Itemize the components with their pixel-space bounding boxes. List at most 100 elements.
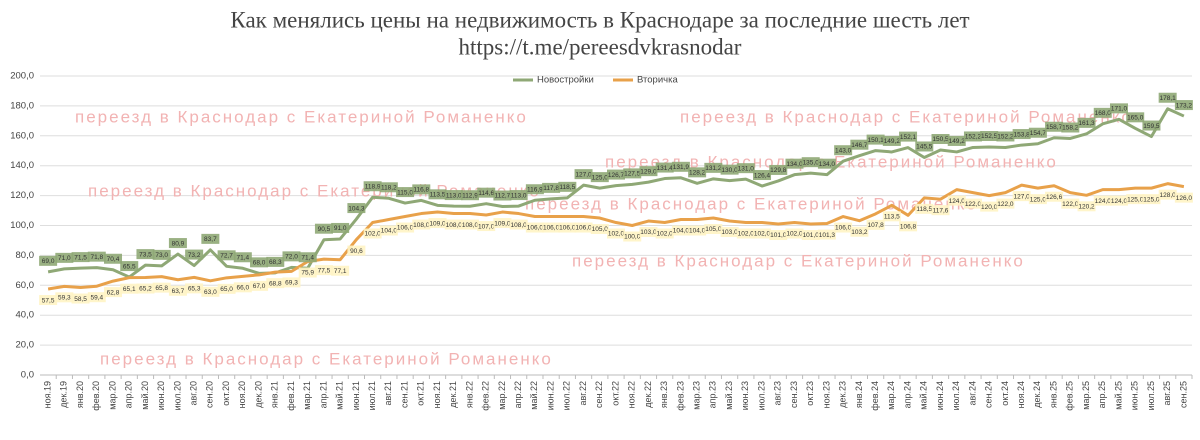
data-label: 118,5 — [559, 184, 575, 191]
x-tick-label: июн.23 — [740, 381, 750, 410]
data-label: 122,0 — [997, 201, 1014, 208]
data-label-box — [363, 228, 382, 239]
x-tick-label: дек.20 — [253, 381, 263, 408]
data-label-box — [1174, 100, 1193, 111]
data-label: 124,0 — [1111, 198, 1128, 205]
data-label-box — [866, 219, 885, 230]
x-tick-label: авг.22 — [578, 381, 588, 405]
data-label-box — [915, 141, 934, 152]
data-label-box — [542, 222, 561, 233]
x-tick-label: июл.21 — [367, 381, 377, 410]
data-label-box — [55, 252, 74, 263]
data-label: 102,0 — [364, 231, 381, 238]
data-label: 158,7 — [1046, 124, 1063, 131]
data-label: 127,0 — [575, 171, 592, 178]
data-label-box — [282, 251, 301, 262]
x-tick-label: апр.24 — [902, 381, 912, 408]
data-label-box — [152, 282, 171, 293]
data-label-box — [1045, 191, 1064, 202]
data-label-box — [266, 278, 285, 289]
data-label-box — [834, 222, 853, 233]
x-tick-label: май.21 — [335, 381, 345, 410]
x-tick-label: май.22 — [529, 381, 539, 410]
x-tick-label: ноя.23 — [821, 381, 831, 408]
data-label-box — [558, 222, 577, 233]
grid — [40, 75, 1192, 376]
data-label-box — [379, 225, 398, 236]
data-label: 80,9 — [172, 240, 185, 247]
data-label-box — [801, 230, 820, 241]
data-label: 106,8 — [900, 224, 917, 231]
data-label-box — [250, 257, 269, 268]
x-tick-label: фев.24 — [870, 381, 880, 411]
data-label-box — [574, 169, 593, 180]
data-label-box — [817, 158, 836, 169]
data-label: 158,2 — [1062, 125, 1079, 132]
data-label: 103,2 — [851, 229, 868, 236]
data-label: 128,0 — [1160, 192, 1177, 199]
data-label-box — [996, 198, 1015, 209]
data-label: 71,4 — [236, 254, 249, 261]
watermark: переезд в Краснодар с Екатериной Романен… — [100, 349, 553, 368]
data-label-box — [704, 162, 723, 173]
x-tick-label: фев.22 — [481, 381, 491, 411]
data-label-box — [460, 190, 479, 201]
data-label-box — [882, 135, 901, 146]
y-tick-label: 200,0 — [10, 71, 34, 82]
data-label: 113,0 — [446, 192, 462, 199]
x-tick-label: фев.20 — [91, 381, 101, 411]
data-label-box — [266, 256, 285, 267]
data-label: 118,5 — [916, 206, 932, 213]
data-label: 120,2 — [1078, 204, 1095, 211]
data-label-box — [39, 295, 58, 306]
x-tick-label: апр.22 — [513, 381, 523, 408]
data-label-box — [866, 134, 885, 145]
data-label-box — [298, 252, 317, 263]
data-label: 108,0 — [462, 222, 479, 229]
data-label: 90,5 — [318, 226, 331, 233]
x-tick-label: июн.21 — [351, 381, 361, 410]
data-label-box — [412, 219, 431, 230]
data-label: 171,0 — [1111, 106, 1128, 113]
data-label-box — [120, 261, 139, 272]
data-label-box — [720, 164, 739, 175]
data-label-box — [525, 184, 544, 195]
data-label: 70,4 — [107, 256, 120, 263]
data-label: 108,0 — [413, 222, 430, 229]
data-label: 102,0 — [738, 231, 755, 238]
chart-subtitle: https://t.me/pereesdvkrasnodar — [459, 34, 742, 59]
data-label-box — [314, 265, 333, 276]
data-label-box — [1012, 129, 1031, 140]
data-label-box — [1109, 195, 1128, 206]
data-label-box — [509, 219, 528, 230]
data-label-box — [120, 283, 139, 294]
data-label-box — [87, 251, 106, 262]
data-label-box — [71, 252, 90, 263]
x-tick-label: фев.21 — [286, 381, 296, 411]
x-tick-label: ноя.21 — [432, 381, 442, 408]
data-label-box — [477, 221, 496, 232]
data-label-box — [233, 282, 252, 293]
data-label-box — [769, 164, 788, 175]
data-label-box — [444, 219, 463, 230]
data-label: 103,0 — [640, 229, 657, 236]
data-label-box — [87, 292, 106, 303]
data-label: 115,0 — [397, 189, 413, 196]
data-label-box — [947, 195, 966, 206]
data-label: 63,7 — [172, 288, 185, 295]
data-label: 67,0 — [253, 283, 266, 290]
data-label: 105,0 — [592, 226, 609, 233]
data-label-box — [899, 131, 918, 142]
data-label: 131,2 — [705, 165, 722, 172]
data-label-box — [801, 157, 820, 168]
data-label: 65,0 — [220, 286, 233, 293]
data-label: 83,7 — [204, 236, 217, 243]
data-label: 145,5 — [916, 144, 933, 151]
x-tick-label: сен.25 — [1178, 381, 1188, 408]
data-label-box — [460, 219, 479, 230]
data-label-box — [1077, 201, 1096, 212]
x-tick-label: авг.25 — [1162, 381, 1172, 405]
x-tick-label: авг.23 — [773, 381, 783, 405]
x-tick-label: июн.22 — [545, 381, 555, 410]
x-tick-label: янв.23 — [659, 381, 669, 408]
